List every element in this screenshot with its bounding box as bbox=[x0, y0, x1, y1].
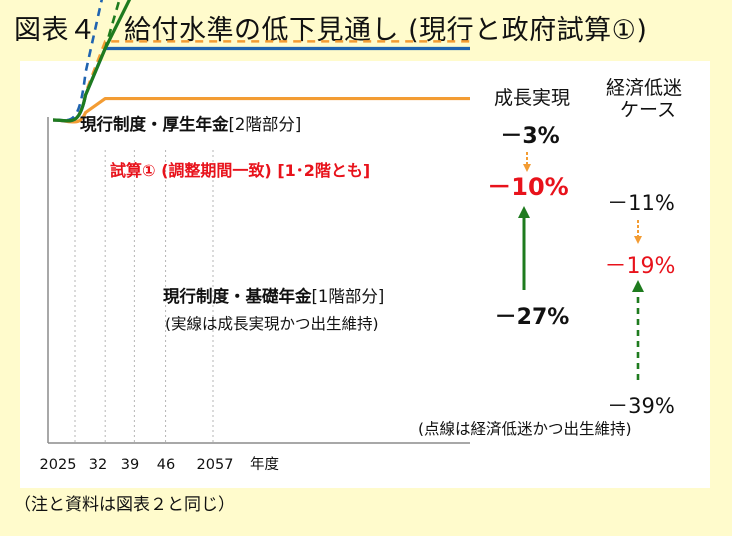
dashed-line-note: (点線は経済低迷かつ出生維持) bbox=[418, 420, 632, 438]
growth-value-green: －27% bbox=[495, 305, 570, 330]
x-tick-label: 2057 bbox=[197, 457, 234, 473]
chart-panel bbox=[20, 61, 710, 488]
x-tick-label: 39 bbox=[121, 457, 139, 473]
series-label-blue: 試算① (調整期間一致) [1･2階とも] bbox=[110, 161, 370, 180]
x-tick-label: 46 bbox=[157, 457, 175, 473]
column-header-stagnation-1: 経済低迷 bbox=[606, 77, 682, 99]
stagnation-value-green: －39% bbox=[607, 394, 675, 418]
column-header-growth: 成長実現 bbox=[494, 87, 570, 109]
stagnation-value-blue: －19% bbox=[605, 254, 676, 279]
series-green-growth-line bbox=[52, 0, 132, 123]
series-orange-stagnation-line bbox=[52, 40, 470, 123]
series-label-orange: 現行制度・厚生年金[2階部分] bbox=[80, 114, 301, 134]
series-green-stagnation-line bbox=[52, 0, 121, 123]
stagnation-value-orange: －11% bbox=[607, 191, 675, 215]
growth-value-orange: －3% bbox=[500, 124, 559, 149]
x-tick-label: 2025 bbox=[40, 457, 77, 473]
series-label-green: 現行制度・基礎年金[1階部分] bbox=[163, 286, 384, 306]
column-header-stagnation-2: ケース bbox=[620, 99, 676, 121]
solid-line-note: (実線は成長実現かつ出生維持) bbox=[165, 315, 379, 333]
growth-value-blue: －10% bbox=[487, 173, 568, 201]
source-note: （注と資料は図表２と同じ） bbox=[14, 495, 235, 515]
series-blue-stagnation-line bbox=[52, 0, 104, 122]
x-tick-label: 32 bbox=[89, 457, 107, 473]
x-unit-label: 年度 bbox=[250, 456, 279, 473]
series-blue-growth-line bbox=[52, 46, 470, 123]
